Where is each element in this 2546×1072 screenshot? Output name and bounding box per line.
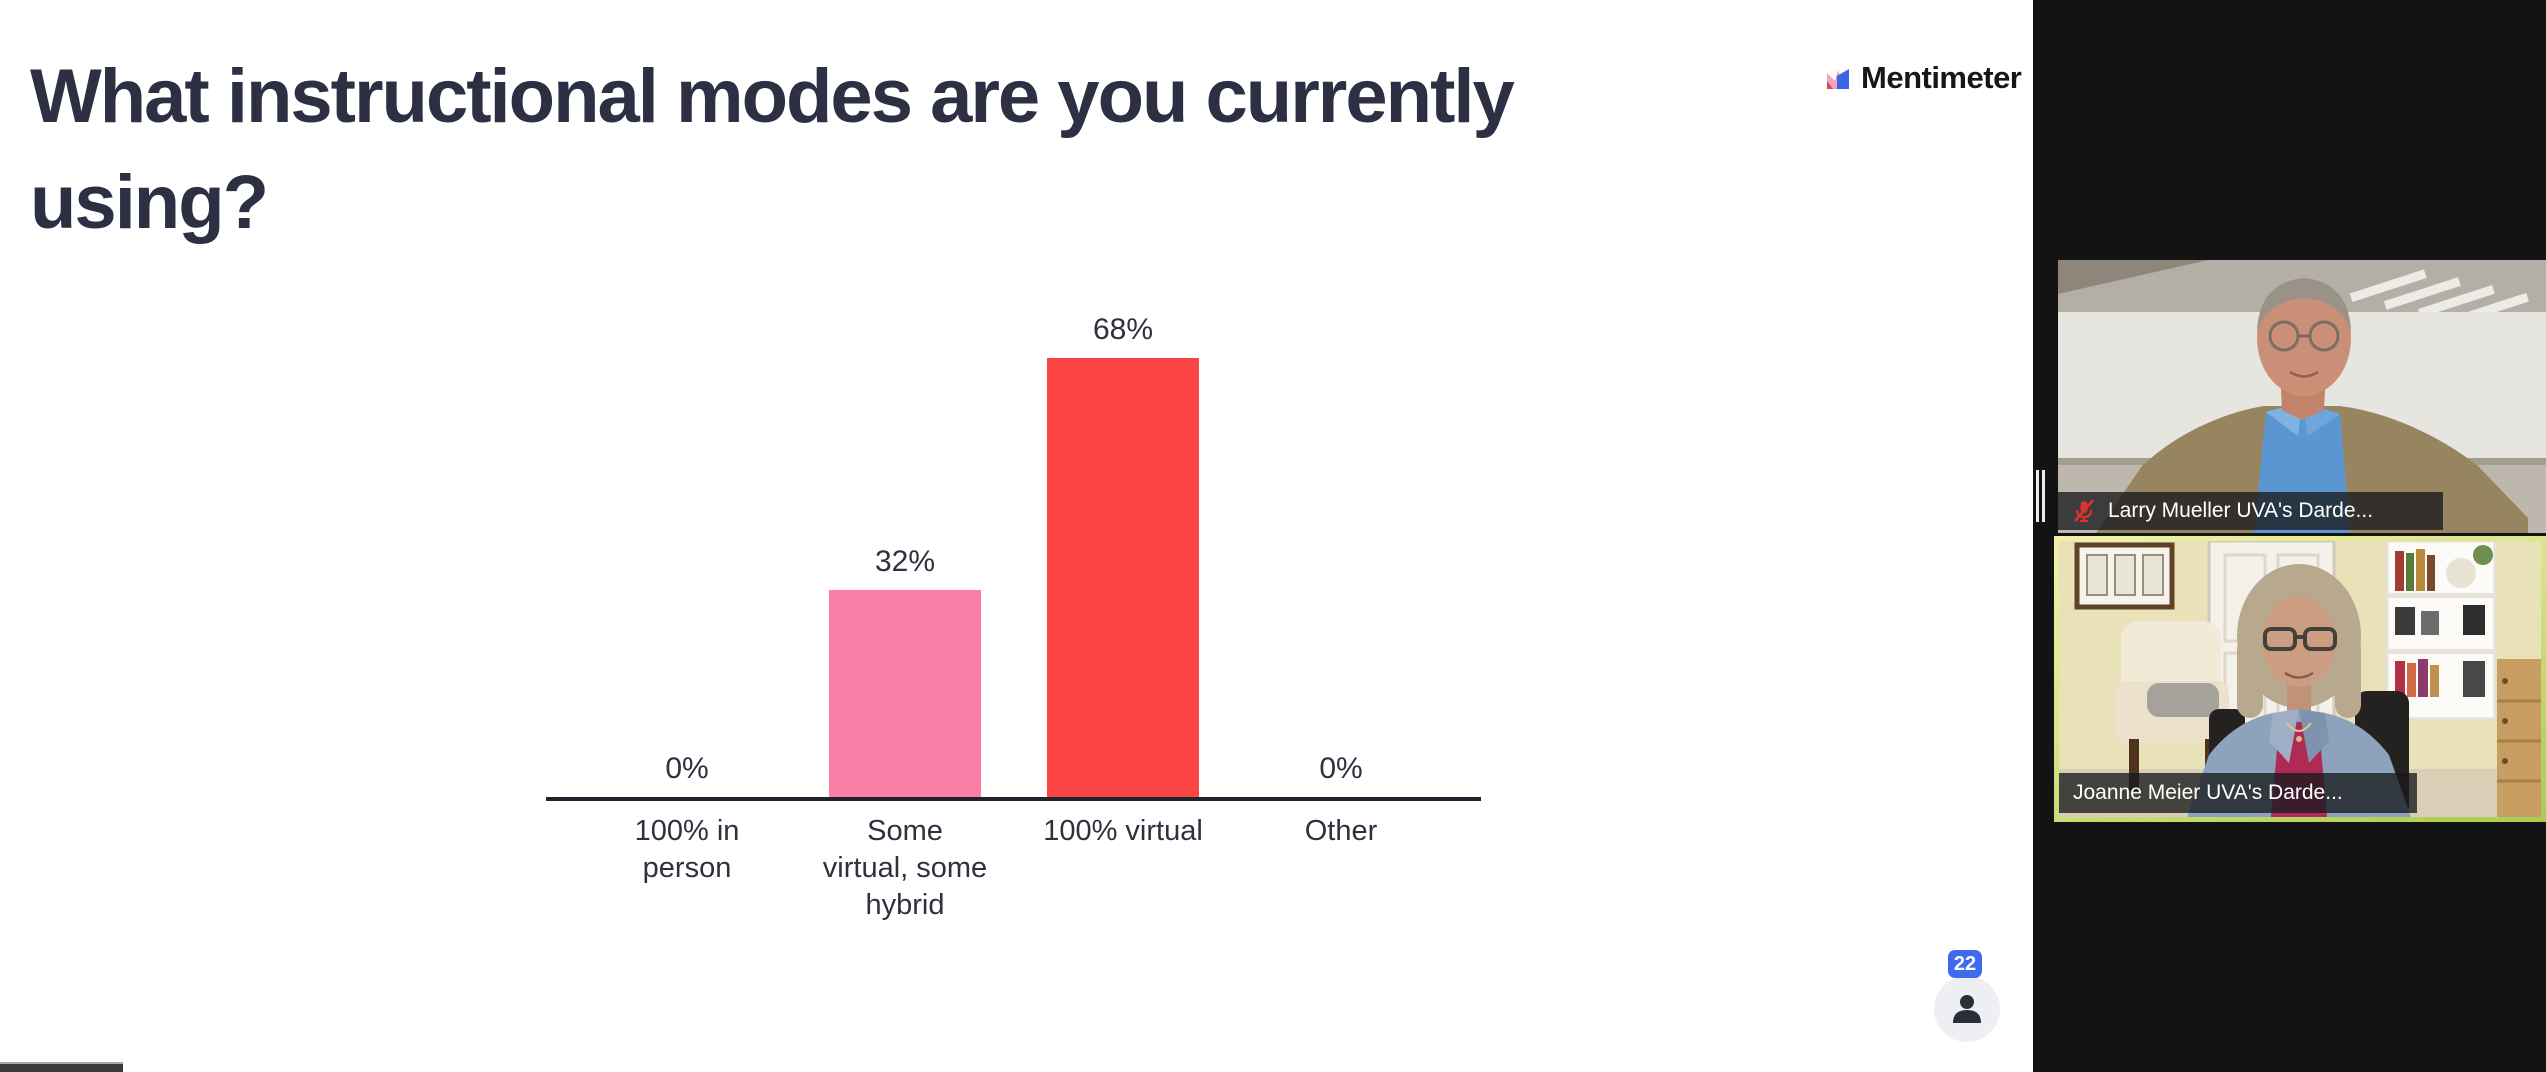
larry-video-scene [2058, 260, 2546, 533]
slide-title-line-1: What instructional modes are you current… [30, 54, 1515, 139]
bar-value-label-3: 0% [1319, 752, 1363, 785]
mentimeter-logo-icon [1827, 69, 1849, 89]
bar-value-label-0: 0% [665, 752, 709, 785]
participant-circle [1934, 976, 2000, 1042]
joanne-name-bar: Joanne Meier UVA's Darde... [2059, 773, 2417, 813]
participant-counter[interactable]: 22 [1930, 948, 2010, 1044]
slide-title-line-2: using? [30, 160, 269, 245]
joanne-name-label: Joanne Meier UVA's Darde... [2073, 781, 2343, 804]
video-tile-joanne[interactable]: Joanne Meier UVA's Darde... [2054, 536, 2546, 822]
larry-name-bar: Larry Mueller UVA's Darde... [2058, 492, 2443, 530]
larry-name-label: Larry Mueller UVA's Darde... [2108, 499, 2374, 522]
x-axis-line [546, 797, 1481, 801]
bar-category-label-2: 100% virtual [1043, 815, 1203, 847]
mic-muted-icon [2074, 499, 2094, 523]
mentimeter-logo: Mentimeter [1824, 60, 2022, 96]
video-panel: Larry Mueller UVA's Darde... [2033, 0, 2546, 1072]
taskbar-edge[interactable] [0, 1062, 123, 1072]
participant-count-badge: 22 [1948, 950, 1982, 978]
bar-1 [829, 590, 981, 797]
panel-drag-handle-icon[interactable] [2036, 470, 2045, 522]
joanne-video-inner: Joanne Meier UVA's Darde... [2059, 541, 2541, 817]
slide-title: What instructional modes are you current… [30, 44, 1790, 256]
bar-category-label-1: Some virtual, some hybrid [822, 815, 988, 921]
video-tile-larry[interactable]: Larry Mueller UVA's Darde... [2058, 260, 2546, 533]
bar-value-label-1: 32% [874, 545, 936, 578]
shared-slide: What instructional modes are you current… [0, 44, 2022, 1072]
bar-category-label-0: 100% in person [634, 815, 740, 884]
person-icon [1953, 995, 1981, 1023]
bar-category-label-3: Other [1304, 815, 1378, 847]
bar-value-label-2: 68% [1092, 313, 1154, 346]
bar-2 [1047, 358, 1199, 797]
mentimeter-logo-text: Mentimeter [1861, 60, 2022, 95]
